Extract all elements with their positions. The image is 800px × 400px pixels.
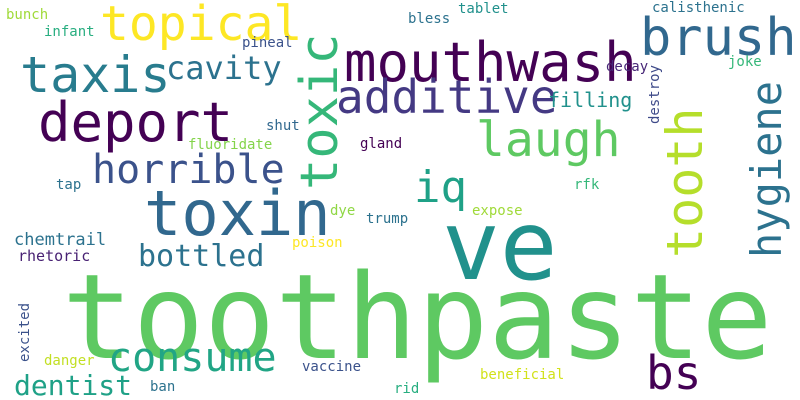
- word-ve: ve: [442, 190, 558, 302]
- word-deport: deport: [38, 91, 234, 154]
- word-cavity: cavity: [166, 49, 282, 87]
- word-joke: joke: [728, 54, 762, 70]
- word-tooth: tooth: [656, 107, 714, 258]
- word-toothpaste: toothpaste: [62, 248, 773, 386]
- word-infant: infant: [44, 24, 95, 40]
- word-trump: trump: [366, 211, 409, 227]
- word-rid: rid: [394, 381, 420, 397]
- word-tap: tap: [56, 177, 82, 193]
- word-bless: bless: [408, 11, 451, 27]
- word-rhetoric: rhetoric: [18, 247, 91, 265]
- word-danger: danger: [44, 353, 95, 369]
- word-chemtrail: chemtrail: [14, 230, 107, 250]
- word-expose: expose: [472, 203, 523, 219]
- word-horrible: horrible: [92, 147, 285, 193]
- word-beneficial: beneficial: [480, 367, 565, 383]
- word-hygiene: hygiene: [742, 80, 791, 258]
- word-ban: ban: [150, 379, 176, 395]
- word-topical: topical: [100, 0, 303, 52]
- word-filling: filling: [548, 88, 633, 112]
- word-gland: gland: [360, 136, 403, 152]
- word-bunch: bunch: [6, 7, 49, 23]
- word-additive: additive: [336, 70, 558, 124]
- word-dentist: dentist: [14, 369, 133, 400]
- word-vaccine: vaccine: [302, 359, 362, 375]
- word-excited: excited: [17, 302, 33, 362]
- word-iq: iq: [414, 162, 467, 213]
- word-calisthenic: calisthenic: [652, 0, 745, 16]
- word-bottled: bottled: [138, 239, 265, 274]
- word-destroy: destroy: [647, 64, 663, 124]
- word-shut: shut: [266, 118, 300, 134]
- word-taxis: taxis: [20, 46, 171, 104]
- word-pineal: pineal: [242, 35, 293, 51]
- word-fluoridate: fluoridate: [188, 137, 273, 153]
- word-dye: dye: [330, 203, 356, 219]
- word-toxin: toxin: [144, 177, 331, 250]
- word-bs: bs: [646, 346, 702, 400]
- word-poison: poison: [292, 235, 343, 251]
- word-consume: consume: [108, 335, 277, 381]
- word-laugh: laugh: [476, 112, 621, 168]
- word-decay: decay: [606, 59, 649, 75]
- word-brush: brush: [640, 8, 797, 68]
- word-tablet: tablet: [458, 1, 509, 17]
- word-rfk: rfk: [574, 177, 600, 193]
- word-mouthwash: mouthwash: [344, 31, 637, 94]
